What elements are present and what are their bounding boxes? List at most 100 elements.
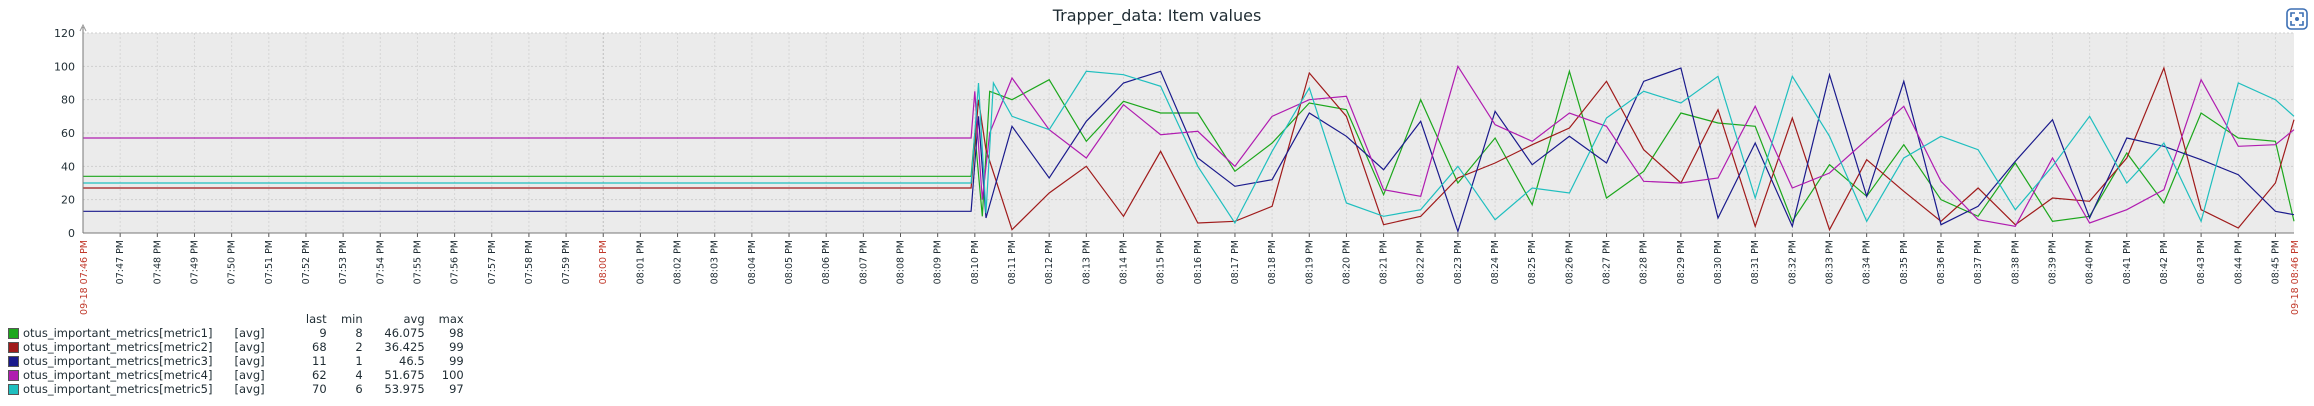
- legend-avg: 46.075: [384, 326, 425, 340]
- legend-function: [avg]: [234, 354, 265, 368]
- legend-min: 1: [355, 354, 363, 368]
- legend-series-name: otus_important_metrics[metric1]: [23, 326, 213, 340]
- legend-swatch: [8, 328, 19, 339]
- legend-row: otus_important_metrics[metric3] [avg] 11 1 4…: [8, 354, 464, 368]
- x-tick-label: 07:52 PM: [301, 240, 312, 284]
- legend-header: last min avg max: [8, 312, 464, 326]
- legend-row: otus_important_metrics[metric2] [avg] 68 2 3…: [8, 340, 464, 354]
- legend-max-cell: 99: [425, 354, 464, 368]
- legend-function: [avg]: [234, 382, 265, 396]
- x-tick-label: 08:09 PM: [933, 240, 944, 284]
- legend-header-min: min: [340, 312, 363, 326]
- legend-function-cell: [avg]: [235, 326, 291, 340]
- x-tick-label: 08:31 PM: [1750, 240, 1761, 284]
- legend-series-name-cell: otus_important_metrics[metric5]: [8, 382, 235, 396]
- legend-min-cell: 4: [327, 368, 363, 382]
- legend-last-cell: 11: [291, 354, 327, 368]
- series-line-metric2: [83, 66, 2295, 232]
- legend-series-name: otus_important_metrics[metric3]: [23, 354, 213, 368]
- x-tick-label: 08:04 PM: [747, 240, 758, 284]
- legend-max: 98: [449, 326, 464, 340]
- x-tick-label: 08:43 PM: [2196, 240, 2207, 284]
- x-tick-label: 08:39 PM: [2047, 240, 2058, 284]
- x-tick-label: 08:16 PM: [1193, 240, 1204, 284]
- legend-avg: 53.975: [384, 382, 425, 396]
- x-tick-label: 07:57 PM: [487, 240, 498, 284]
- x-tick-label: 08:21 PM: [1379, 240, 1390, 284]
- y-tick-label: 0: [68, 227, 75, 240]
- legend-avg-cell: 46.5: [363, 354, 425, 368]
- x-tick-label: 08:38 PM: [2010, 240, 2021, 284]
- x-tick-label: 08:00 PM: [598, 240, 609, 284]
- x-axis-ticks: 07:47 PM 07:48 PM 07:49 PM 07:50 PM 07:51 PM…: [79, 233, 2301, 315]
- legend-series-name-cell: otus_important_metrics[metric3]: [8, 354, 235, 368]
- x-tick-label: 08:13 PM: [1081, 240, 1092, 284]
- x-tick-label: 08:40 PM: [2085, 240, 2096, 284]
- x-tick-label: 08:02 PM: [673, 240, 684, 284]
- legend-min-cell: 1: [327, 354, 363, 368]
- series-line-metric1: [83, 69, 2295, 223]
- x-tick-label: 08:29 PM: [1676, 240, 1687, 284]
- x-tick-label: 08:32 PM: [1787, 240, 1798, 284]
- legend-function-cell: [avg]: [235, 354, 291, 368]
- x-tick-label: 07:49 PM: [189, 240, 200, 284]
- x-tick-label: 07:58 PM: [524, 240, 535, 284]
- x-tick-label: 08:26 PM: [1564, 240, 1575, 284]
- y-tick-label: 80: [61, 94, 75, 107]
- x-tick-label: 08:10 PM: [970, 240, 981, 284]
- legend-max-cell: 99: [425, 340, 464, 354]
- legend-max-cell: 97: [425, 382, 464, 396]
- y-tick-label: 60: [61, 127, 75, 140]
- x-tick-label: 08:25 PM: [1527, 240, 1538, 284]
- legend-min-cell: 6: [327, 382, 362, 396]
- legend-max: 99: [449, 340, 464, 354]
- x-tick-label: 08:41 PM: [2122, 240, 2133, 284]
- x-tick-label: 08:27 PM: [1602, 240, 1613, 284]
- x-tick-label: 07:59 PM: [561, 240, 572, 284]
- legend-series-name-cell: otus_important_metrics[metric4]: [8, 368, 235, 382]
- legend-header-last: last: [305, 312, 327, 326]
- x-tick-label: 08:15 PM: [1156, 240, 1167, 284]
- fullscreen-icon[interactable]: [2286, 8, 2308, 30]
- legend-series-name: otus_important_metrics[metric4]: [23, 368, 213, 382]
- legend-row: otus_important_metrics[metric1] [avg] 9 8 46…: [8, 326, 464, 340]
- legend-swatch: [8, 384, 19, 395]
- x-start-label: 09-18 07:46 PM: [79, 240, 90, 315]
- x-tick-label: 08:18 PM: [1267, 240, 1278, 284]
- legend-last: 70: [312, 382, 327, 396]
- x-tick-label: 08:05 PM: [784, 240, 795, 284]
- legend-max-cell: 98: [425, 326, 464, 340]
- legend-function: [avg]: [234, 326, 265, 340]
- legend-function: [avg]: [234, 368, 265, 382]
- x-tick-label: 08:06 PM: [821, 240, 832, 284]
- x-tick-label: 08:12 PM: [1044, 240, 1055, 284]
- legend-function-cell: [avg]: [235, 368, 291, 382]
- x-tick-label: 08:14 PM: [1118, 240, 1129, 284]
- grid-lines: [83, 32, 2294, 234]
- legend-min-cell: 8: [327, 326, 363, 340]
- x-tick-label: 08:22 PM: [1416, 240, 1427, 284]
- legend-swatch: [8, 370, 19, 381]
- x-tick-label: 08:30 PM: [1713, 240, 1724, 284]
- legend-last: 68: [312, 340, 327, 354]
- legend-swatch: [8, 342, 19, 353]
- series-line-metric3: [83, 67, 2295, 234]
- x-tick-label: 07:54 PM: [375, 240, 386, 284]
- legend-last-cell: 62: [291, 368, 327, 382]
- x-tick-label: 08:44 PM: [2233, 240, 2244, 284]
- y-tick-label: 40: [61, 160, 75, 173]
- legend-header-blank: [235, 312, 291, 326]
- x-tick-label: 07:55 PM: [412, 240, 423, 284]
- legend-last-cell: 70: [291, 382, 327, 396]
- x-tick-label: 07:51 PM: [264, 240, 275, 284]
- legend-min: 2: [355, 340, 363, 354]
- x-tick-label: 08:11 PM: [1007, 240, 1018, 284]
- x-tick-label: 08:19 PM: [1304, 240, 1315, 284]
- legend-min: 4: [355, 368, 363, 382]
- legend-function-cell: [avg]: [235, 382, 291, 396]
- legend: last min avg max otus_important_metrics[…: [8, 312, 464, 396]
- legend-header-avg: avg: [403, 312, 425, 326]
- legend-min: 8: [355, 326, 363, 340]
- x-tick-label: 08:24 PM: [1490, 240, 1501, 284]
